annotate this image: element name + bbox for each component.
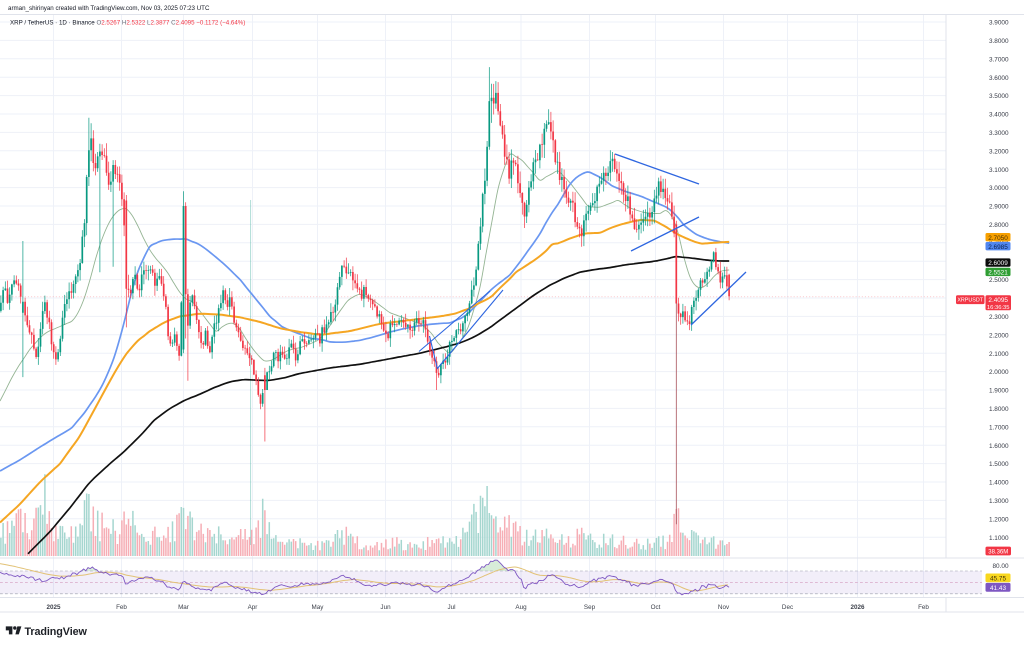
svg-text:2.3000: 2.3000 bbox=[989, 314, 1009, 321]
svg-text:Oct: Oct bbox=[651, 604, 661, 611]
svg-text:1.3000: 1.3000 bbox=[989, 498, 1009, 505]
svg-text:Feb: Feb bbox=[116, 604, 127, 611]
svg-text:XRPUSDT: XRPUSDT bbox=[957, 298, 983, 304]
svg-text:2.5000: 2.5000 bbox=[989, 277, 1009, 284]
svg-text:TradingView: TradingView bbox=[25, 626, 88, 638]
svg-text:2.7050: 2.7050 bbox=[988, 235, 1008, 242]
svg-text:1.5000: 1.5000 bbox=[989, 461, 1009, 468]
svg-text:45.75: 45.75 bbox=[990, 576, 1006, 583]
svg-text:May: May bbox=[312, 604, 325, 611]
svg-text:1.9000: 1.9000 bbox=[989, 388, 1009, 395]
svg-text:3.8000: 3.8000 bbox=[989, 38, 1009, 45]
svg-text:41.43: 41.43 bbox=[990, 585, 1006, 592]
svg-text:2025: 2025 bbox=[46, 604, 61, 611]
svg-text:1.8000: 1.8000 bbox=[989, 406, 1009, 413]
svg-text:3.3000: 3.3000 bbox=[989, 130, 1009, 137]
svg-text:2.8000: 2.8000 bbox=[989, 222, 1009, 229]
svg-text:2.2000: 2.2000 bbox=[989, 332, 1009, 339]
svg-text:2.9000: 2.9000 bbox=[989, 204, 1009, 211]
svg-text:Sep: Sep bbox=[584, 604, 596, 611]
svg-text:2.6009: 2.6009 bbox=[988, 260, 1008, 267]
svg-text:2.4095: 2.4095 bbox=[988, 297, 1008, 304]
svg-text:Apr: Apr bbox=[248, 604, 258, 611]
svg-text:arman_shirinyan created with T: arman_shirinyan created with TradingView… bbox=[8, 5, 210, 12]
svg-text:2.6985: 2.6985 bbox=[988, 244, 1008, 251]
svg-text:2.0000: 2.0000 bbox=[989, 369, 1009, 376]
svg-text:1.7000: 1.7000 bbox=[989, 424, 1009, 431]
svg-text:Dec: Dec bbox=[782, 604, 793, 611]
svg-text:3.2000: 3.2000 bbox=[989, 148, 1009, 155]
svg-text:2.1000: 2.1000 bbox=[989, 351, 1009, 358]
svg-text:Nov: Nov bbox=[718, 604, 730, 611]
svg-text:1.2000: 1.2000 bbox=[989, 516, 1009, 523]
svg-text:3.9000: 3.9000 bbox=[989, 20, 1009, 27]
svg-text:Feb: Feb bbox=[918, 604, 929, 611]
svg-text:80.00: 80.00 bbox=[993, 563, 1009, 570]
svg-text:3.7000: 3.7000 bbox=[989, 56, 1009, 63]
svg-text:3.6000: 3.6000 bbox=[989, 75, 1009, 82]
svg-text:Aug: Aug bbox=[515, 604, 527, 611]
svg-text:3.4000: 3.4000 bbox=[989, 112, 1009, 119]
svg-text:XRP / TetherUS · 1D · Binance: XRP / TetherUS · 1D · Binance O2.5267 H2… bbox=[10, 19, 245, 26]
svg-text:38.36M: 38.36M bbox=[988, 550, 1008, 556]
svg-text:2.5521: 2.5521 bbox=[988, 270, 1008, 277]
svg-text:Mar: Mar bbox=[178, 604, 189, 611]
svg-text:3.1000: 3.1000 bbox=[989, 167, 1009, 174]
svg-text:3.0000: 3.0000 bbox=[989, 185, 1009, 192]
svg-text:1.4000: 1.4000 bbox=[989, 480, 1009, 487]
svg-text:3.5000: 3.5000 bbox=[989, 93, 1009, 100]
svg-text:2026: 2026 bbox=[850, 604, 865, 611]
svg-text:Jun: Jun bbox=[380, 604, 391, 611]
svg-text:1.6000: 1.6000 bbox=[989, 443, 1009, 450]
svg-text:1.1000: 1.1000 bbox=[989, 535, 1009, 542]
svg-text:Jul: Jul bbox=[447, 604, 455, 611]
svg-text:16:36:35: 16:36:35 bbox=[987, 305, 1010, 311]
